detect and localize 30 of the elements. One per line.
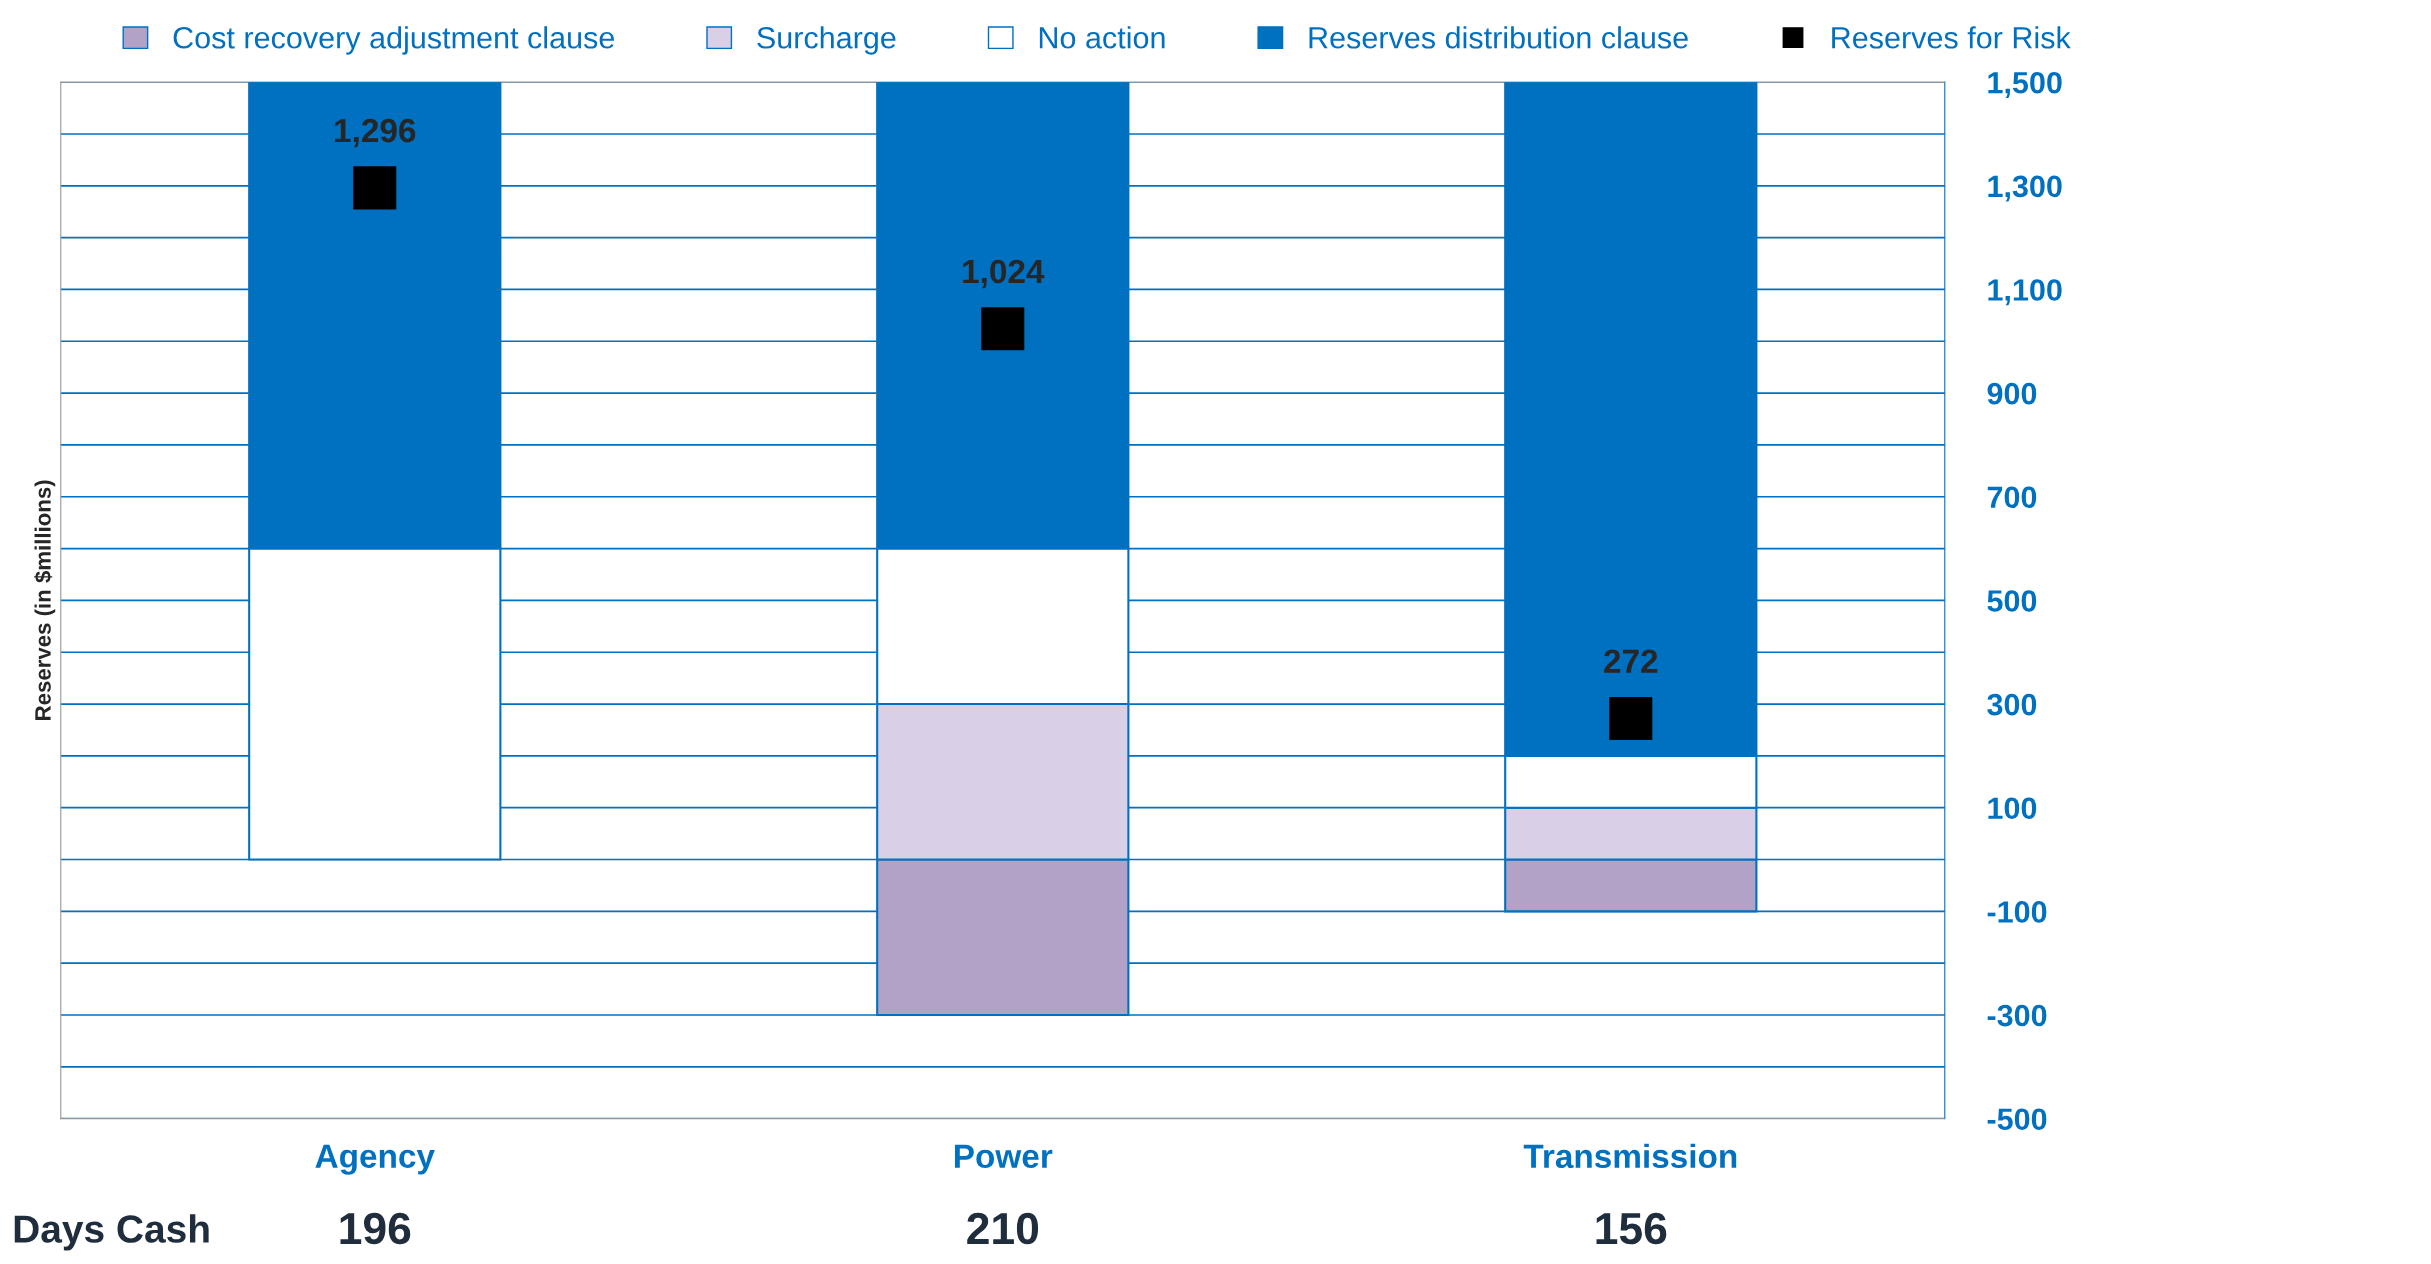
data-label: 272	[1604, 649, 1658, 673]
y-axis-title: Reserves (in $millions)	[34, 480, 56, 720]
legend-label: Reserves distribution clause	[1309, 26, 1688, 49]
y-tick-label: -300	[1987, 1004, 2047, 1027]
y-tick-label: 900	[1987, 382, 2037, 405]
y-tick-label: 500	[1987, 590, 2037, 612]
legend-label: Surcharge	[757, 26, 896, 55]
text: 196	[340, 1212, 411, 1245]
legend-label: No action	[1039, 26, 1165, 49]
text: 210	[967, 1212, 1039, 1245]
y-tick-label: 100	[1988, 797, 2037, 820]
y-tick-label: 700	[1987, 486, 2037, 509]
y-tick-label: 1,100	[1988, 279, 2062, 306]
y-tick-label: -100	[1987, 901, 2047, 923]
legend-label: Reserves for Risk	[1832, 26, 2071, 49]
x-tick-label: Power	[955, 1144, 1053, 1169]
point	[353, 166, 397, 210]
data-label: 1,296	[335, 118, 416, 148]
x-tick-label: Agency	[315, 1144, 435, 1175]
text: 156	[1596, 1212, 1667, 1245]
x-tick-label: Transmission	[1523, 1143, 1737, 1169]
y-tick-label: 1,300	[1988, 175, 2062, 202]
point	[981, 307, 1025, 351]
y-tick-label: 1,500	[1988, 71, 2062, 98]
data-label: 1,024	[963, 259, 1045, 289]
legend-label: Cost recovery adjustment clause	[173, 26, 614, 55]
point	[1609, 697, 1653, 741]
y-tick-label: -500	[1987, 1108, 2047, 1131]
y-tick-label: 300	[1987, 693, 2037, 716]
text: Days Cash	[14, 1214, 209, 1251]
